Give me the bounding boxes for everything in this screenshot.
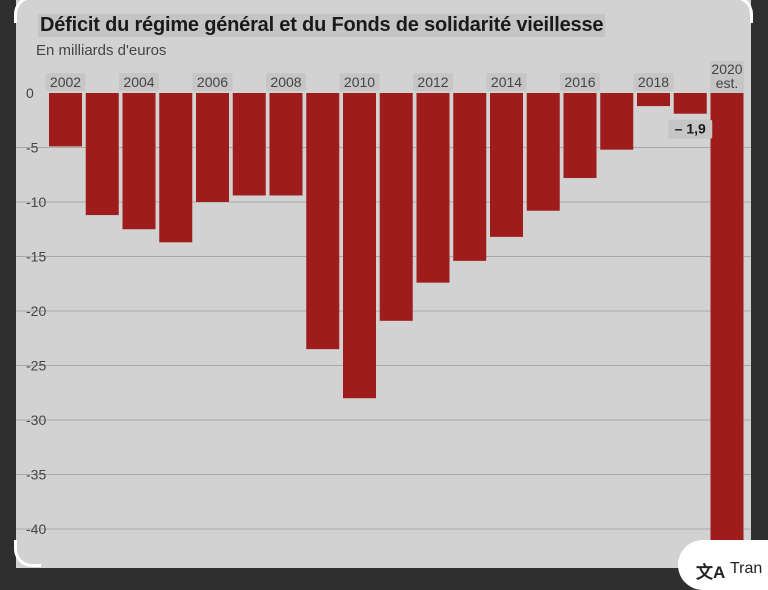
bar (563, 93, 597, 179)
bar (710, 93, 744, 568)
y-tick-label: -25 (26, 358, 46, 374)
x-tick-label-bg (413, 73, 453, 91)
bar (232, 93, 266, 196)
x-tick-label-bg (633, 73, 674, 91)
y-tick-label: -40 (26, 521, 46, 537)
bar (379, 93, 413, 321)
bar (196, 93, 229, 202)
selection-corner-top-left (14, 0, 41, 23)
data-label-bg (668, 119, 713, 139)
x-tick-label-bg (710, 61, 744, 93)
y-tick-label: 0 (26, 85, 34, 101)
x-tick-label-bg (560, 73, 600, 91)
y-tick-label: -10 (26, 194, 46, 210)
y-tick-label: -35 (26, 467, 46, 483)
translate-label: Tran (730, 560, 763, 577)
bar (159, 93, 193, 243)
x-tick-label-bg (266, 73, 306, 91)
x-tick-label: 2008 (270, 74, 301, 90)
bar (490, 93, 523, 237)
x-tick-label-bg (45, 73, 86, 91)
bar (600, 93, 634, 150)
tick-labels: 0 -5 -10 -15 -20 -25 -30 -35 -40 2002 2004 2006 2008… (26, 61, 744, 537)
x-tick-label: 2014 (491, 74, 522, 90)
x-tick-label: 2018 (638, 74, 669, 90)
y-tick-label: -5 (26, 140, 39, 156)
bar-chart: 0 -5 -10 -15 -20 -25 -30 -35 -40 2002 2004 2006 2008… (16, 61, 751, 568)
x-tick-label: 2012 (417, 74, 448, 90)
x-tick-label-bg (339, 73, 380, 91)
chart-title: Déficit du régime général et du Fonds de… (38, 14, 606, 37)
x-tick-label: 2002 (50, 74, 81, 90)
x-tick-label: 2020 (711, 61, 742, 77)
y-tick-label: -20 (26, 303, 46, 319)
x-tick-label: 2004 (123, 74, 154, 90)
bar (526, 93, 560, 211)
x-tick-label-bg (192, 73, 233, 91)
translate-icon: 文A (696, 563, 726, 582)
y-tick-label: -15 (26, 249, 46, 265)
bar (269, 93, 303, 196)
selection-corner-bottom-left (14, 540, 41, 567)
x-tick-label: 2010 (344, 74, 375, 90)
chart-subtitle: En milliards d'euros (36, 42, 167, 59)
bars (49, 93, 744, 568)
x-tick-label-bg (119, 73, 159, 91)
x-tick-label-bg (486, 73, 527, 91)
bar (122, 93, 156, 230)
bar (637, 93, 670, 107)
bar (673, 93, 707, 114)
x-tick-label: 2016 (564, 74, 595, 90)
x-tick-sublabel: est. (716, 75, 739, 91)
bar (343, 93, 376, 399)
data-label: – 1,9 (675, 121, 706, 137)
x-tick-label: 2006 (197, 74, 228, 90)
translate-button[interactable]: 文A Tran (678, 540, 768, 590)
selection-corner-top-right (726, 0, 753, 23)
y-tick-label: -30 (26, 412, 46, 428)
chart-frame: 0 -5 -10 -15 -20 -25 -30 -35 -40 2002 2004 2006 2008… (16, 0, 751, 568)
bar (306, 93, 340, 350)
bar (49, 93, 82, 147)
bar (416, 93, 450, 283)
bar (453, 93, 487, 261)
bar (85, 93, 119, 216)
